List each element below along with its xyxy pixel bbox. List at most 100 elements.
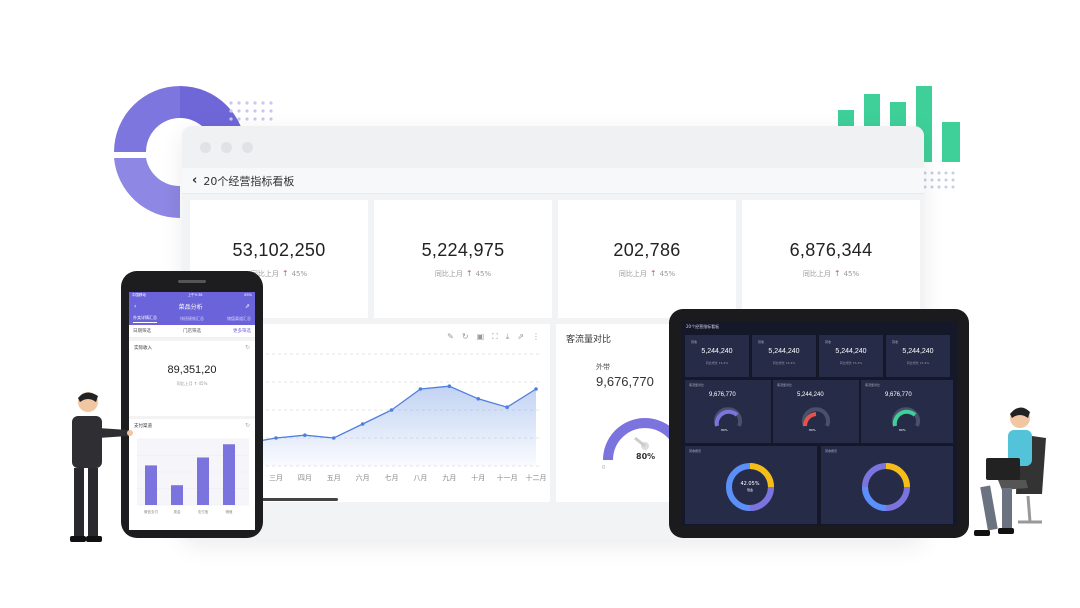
phone-tab[interactable]: 外卖详情汇总 [133,315,157,323]
arrow-up-icon: ↑ [833,269,841,278]
tablet-gauge-label: 客流量对比 [689,383,705,387]
tablet-kpi-sub: 同比增长 15.4% [772,361,796,365]
seated-person-illustration [974,407,1046,536]
tablet-gauge [802,407,830,427]
channel-bar-chart: 微信支付 现金 支付宝 储值 [137,438,249,514]
tablet-kpi-label: 营收 [758,340,765,344]
date-filter[interactable]: 日期筛选 [133,329,151,334]
tablet-kpi-value: 5,244,240 [835,348,867,355]
more-filter[interactable]: 更多筛选 [233,329,251,334]
x-tick-label: 七月 [385,473,399,482]
arrow-up-icon: ↑ [649,269,657,278]
kpi-card[interactable]: 6,876,344 同比上月 ↑ 45% [742,200,920,318]
window-close-dot[interactable] [200,141,211,153]
tablet-kpi-sub: 同比增长 15.4% [906,361,930,365]
back-chevron-icon[interactable]: ‹ [192,173,198,188]
data-point [274,436,278,440]
kpi-compare-label: 同比上月 [802,269,831,278]
refresh-icon[interactable]: ↻ [244,422,250,429]
refresh-icon[interactable]: ↻ [461,332,469,341]
bar [197,457,209,505]
more-icon[interactable]: ⋮ [532,332,540,341]
refresh-icon[interactable]: ↻ [244,344,250,351]
kpi-value: 6,876,344 [789,239,873,260]
edit-icon[interactable]: ✎ [447,332,454,341]
revenue-title: 实际收入 [134,346,152,351]
kpi-compare: 同比上月 ↑ 45% [251,269,307,279]
tablet-kpi-card[interactable]: 营收 5,244,240 同比增长 15.4% [886,335,950,377]
tablet-gauge-card: 客流量对比 9,676,770 80% [861,380,953,443]
status-battery: 65% [244,293,252,297]
data-point [476,397,481,401]
dot-grid-decoration-green [923,171,955,189]
x-tick-label: 微信支付 [144,509,158,514]
tablet-kpi-label: 营收 [825,340,832,344]
tablet-kpi-card[interactable]: 营收 5,244,240 同比增长 15.4% [752,335,816,377]
arrow-up-icon: ↑ [193,381,198,386]
window-minimize-dot[interactable] [221,141,232,153]
tablet-gauge [892,407,920,427]
tablet-gauge-percent: 80% [809,428,816,432]
arrow-up-icon: ↑ [465,269,473,278]
tablet-kpi-label: 营收 [892,340,899,344]
bar [223,444,235,505]
data-point [418,387,423,391]
phone-screen: 中国移动 上午9:36 65% ‹ 菜品分析 ⇗ 外卖详情汇总 排班绩效汇总 储… [129,292,255,530]
data-point [505,405,509,409]
kpi-row: 53,102,250 同比上月 ↑ 45% 5,224,975 同比上月 ↑ 4… [190,200,920,318]
store-filter[interactable]: 门店筛选 [183,329,201,334]
phone-status-bar: 中国移动 上午9:36 65% [129,292,255,299]
tablet-gauge-value: 5,244,240 [797,392,824,398]
phone-device: 中国移动 上午9:36 65% ‹ 菜品分析 ⇗ 外卖详情汇总 排班绩效汇总 储… [121,271,263,538]
tablet-ring-label: 营收概览 [825,449,838,453]
x-tick-label: 十一月 [497,473,518,482]
traffic-value: 9,676,770 [596,374,654,389]
back-chevron-icon[interactable]: ‹ [134,302,137,310]
x-tick-label: 六月 [356,473,370,482]
tablet-gauge-card: 客流量对比 9,676,770 80% [685,380,771,443]
share-icon[interactable]: ⇗ [244,302,250,310]
kpi-change: 45% [291,269,308,278]
bar [171,485,183,505]
download-icon[interactable]: ⤓ [505,332,510,341]
dashboard-title: 20个经营指标看板 [203,174,295,188]
bar-decoration [838,86,960,162]
status-time: 上午9:36 [187,293,203,297]
x-tick-label: 储值 [226,509,233,514]
channel-title: 支付渠道 [134,424,152,429]
image-icon[interactable]: ▣ [476,332,485,341]
kpi-card[interactable]: 5,224,975 同比上月 ↑ 45% [374,200,552,318]
kpi-change: 45% [843,269,860,278]
tablet-kpi-sub: 同比增长 15.4% [839,361,863,365]
tablet-ring-chart [862,463,910,511]
fullscreen-icon[interactable]: ⛶ [492,332,498,341]
x-tick-label: 十二月 [526,473,547,482]
tablet-kpi-card[interactable]: 营收 5,244,240 同比增长 15.4% [685,335,749,377]
kpi-value: 5,224,975 [421,239,505,260]
horizontal-scrollbar[interactable] [262,498,338,501]
chart-toolbar: ✎ ↻ ▣ ⛶ ⤓ ⇗ ⋮ [447,332,540,342]
phone-tab[interactable]: 储值渠道汇总 [227,316,251,321]
phone-tab[interactable]: 排班绩效汇总 [180,316,204,321]
kpi-compare: 同比上月 ↑ 45% [803,269,859,279]
kpi-compare: 同比上月 ↑ 45% [619,269,675,279]
kpi-compare-label: 同比上月 [618,269,647,278]
phone-header: ‹ 菜品分析 ⇗ [129,299,255,313]
tablet-ring-card: 营收概览 [821,446,953,524]
x-tick-label: 支付宝 [198,509,209,514]
tablet-device: 20个经营指标看板 营收 5,244,240 同比增长 15.4% 营收 5,2… [669,309,969,538]
tablet-screen: 20个经营指标看板 营收 5,244,240 同比增长 15.4% 营收 5,2… [681,321,957,526]
bar [145,465,157,505]
revenue-compare-label: 同比上月 [176,381,193,386]
tablet-ring-card: 营收概览 42.05% 现金 [685,446,817,524]
window-maximize-dot[interactable] [242,141,253,153]
tablet-gauge-percent: 80% [721,428,728,432]
tablet-gauge-percent: 80% [899,428,906,432]
share-icon[interactable]: ⇗ [517,332,524,341]
kpi-card[interactable]: 202,786 同比上月 ↑ 45% [558,200,736,318]
tablet-gauge-label: 客流量对比 [777,383,793,387]
data-point [389,408,394,412]
revenue-value: 89,351,20 [167,364,217,376]
data-point [303,433,307,437]
tablet-kpi-card[interactable]: 营收 5,244,240 同比增长 15.4% [819,335,883,377]
